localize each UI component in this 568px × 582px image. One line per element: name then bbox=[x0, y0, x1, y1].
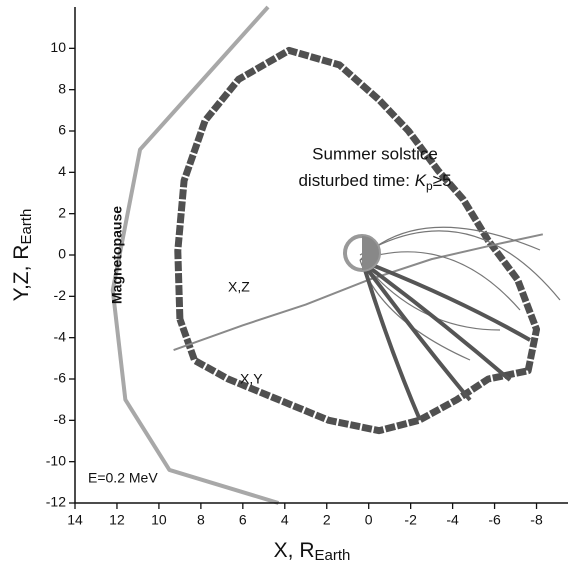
x-tick-label: 0 bbox=[365, 512, 373, 528]
annotation-text: disturbed time: bbox=[298, 171, 414, 190]
series-label: X,Z bbox=[228, 279, 250, 295]
annotation-line1: Summer solstice bbox=[312, 144, 438, 163]
trajectory bbox=[359, 251, 521, 311]
x-tick-label: 6 bbox=[239, 512, 247, 528]
earth-day-side bbox=[362, 236, 379, 270]
annotation-k: K bbox=[415, 171, 427, 190]
trajectory bbox=[371, 263, 531, 342]
y-axis-label: Y,Z, REarth bbox=[10, 209, 35, 302]
x-axis-label-sub: Earth bbox=[314, 547, 350, 564]
fan-thick bbox=[363, 263, 531, 421]
y-tick-label: -10 bbox=[46, 452, 66, 468]
trajectory bbox=[368, 266, 512, 382]
trajectory bbox=[359, 230, 561, 301]
x-tick-label: -8 bbox=[530, 512, 543, 528]
annotation-line2: disturbed time: Kp≥5 bbox=[298, 171, 451, 193]
y-tick-label: 10 bbox=[50, 39, 66, 55]
x-tick-label: 12 bbox=[109, 512, 125, 528]
x-tick-label: -6 bbox=[488, 512, 501, 528]
x-tick-label: -2 bbox=[404, 512, 417, 528]
x-tick-label: 2 bbox=[323, 512, 331, 528]
trajectory bbox=[366, 268, 472, 402]
series-label: X,Y bbox=[240, 371, 263, 387]
y-axis-label-sub: Earth bbox=[18, 209, 35, 245]
x-tick-label: 10 bbox=[151, 512, 167, 528]
annotation-sub: p bbox=[426, 179, 433, 193]
axes bbox=[74, 7, 568, 504]
y-tick-label: 2 bbox=[58, 204, 66, 220]
x-tick-label: -4 bbox=[446, 512, 459, 528]
series-label: Magnetopause bbox=[109, 206, 125, 304]
series-line bbox=[110, 5, 280, 505]
series-line bbox=[174, 46, 541, 435]
y-tick-label: -6 bbox=[54, 370, 67, 386]
y-tick-label: 0 bbox=[58, 246, 66, 262]
annotation-cond: ≥5 bbox=[433, 171, 452, 190]
y-axis-label-text: Y,Z, R bbox=[10, 245, 33, 302]
energy-label: E=0.2 MeV bbox=[88, 470, 158, 486]
y-tick-label: -2 bbox=[54, 287, 67, 303]
x-tick-label: 14 bbox=[67, 512, 83, 528]
y-tick-label: 6 bbox=[58, 122, 66, 138]
x-axis-label-text: X, R bbox=[274, 539, 315, 562]
trajectory bbox=[363, 269, 422, 421]
y-tick-label: -12 bbox=[46, 494, 66, 510]
y-tick-label: 4 bbox=[58, 163, 66, 179]
x-tick-label: 8 bbox=[197, 512, 205, 528]
x-tick-label: 4 bbox=[281, 512, 289, 528]
y-tick-label: 8 bbox=[58, 80, 66, 96]
y-tick-label: -8 bbox=[54, 411, 67, 427]
x-axis-label: X, REarth bbox=[274, 539, 351, 564]
y-tick-label: -4 bbox=[54, 328, 67, 344]
